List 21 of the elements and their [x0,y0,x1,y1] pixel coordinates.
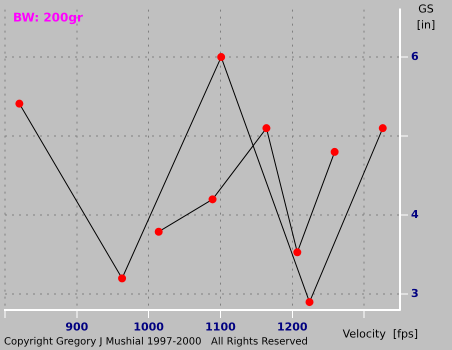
y-tick-label: 4 [411,208,419,221]
x-tick-label: 1100 [205,320,236,334]
chart-title: BW: 200gr [13,10,83,25]
point [154,228,163,236]
x-tick-label: 1200 [276,320,308,334]
y-axis-title: GS [in] [416,2,436,32]
text: Copyright Gregory J Mushial 1997-2000 All Rights Reserved [4,336,308,348]
point [15,100,24,108]
point [293,248,302,256]
point [118,274,126,282]
x-tick-label: 900 [65,320,89,334]
point [306,298,314,306]
point [217,53,226,62]
point [262,124,270,132]
point [208,195,217,204]
x-axis-title: Velocity [fps] [342,327,418,340]
y-tick-label: 6 [411,50,419,63]
point [378,124,387,132]
y-tick-label: 3 [411,287,419,300]
x-tick-label: 1000 [133,320,164,334]
point [330,148,339,156]
